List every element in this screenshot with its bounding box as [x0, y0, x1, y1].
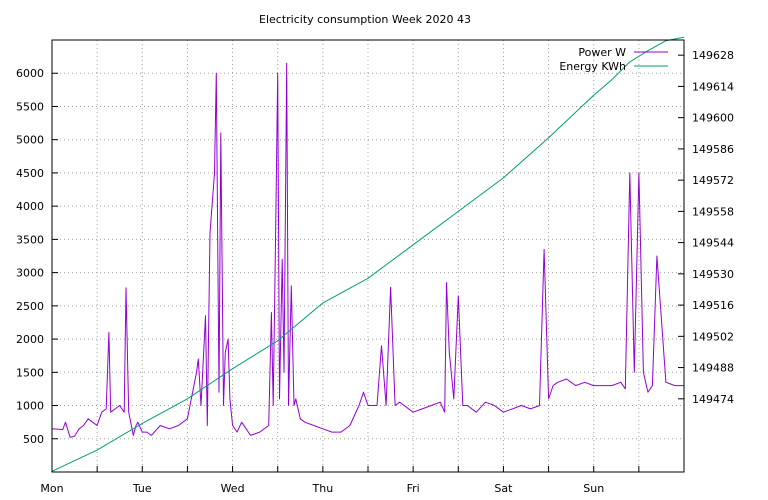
y-right-tick-label: 149544	[692, 237, 734, 250]
legend-label: Power W	[578, 46, 626, 59]
x-tick-label: Tue	[132, 482, 152, 495]
y-left-tick-label: 2500	[16, 300, 44, 313]
series-line-1	[51, 36, 685, 472]
y-left-tick-label: 3500	[16, 233, 44, 246]
y-right-tick-label: 149530	[692, 268, 734, 281]
grid-lines	[52, 40, 684, 472]
y-right-tick-label: 149614	[692, 80, 734, 93]
y-left-tick-label: 500	[23, 433, 44, 446]
y-left-tick-label: 5500	[16, 100, 44, 113]
y-left-tick-label: 4500	[16, 167, 44, 180]
y-right-tick-label: 149572	[692, 174, 734, 187]
left-axis-ticks: 500 1000 1500 2000 2500 3000 3500 4000 4500 5000 5…	[16, 67, 58, 446]
x-tick-label: Thu	[312, 482, 334, 495]
y-left-tick-label: 2000	[16, 333, 44, 346]
y-right-tick-label: 149628	[692, 49, 734, 62]
chart-title: Electricity consumption Week 2020 43	[259, 13, 471, 26]
y-right-tick-label: 149474	[692, 393, 734, 406]
y-right-tick-label: 149502	[692, 330, 734, 343]
legend-label: Energy KWh	[559, 60, 626, 73]
x-tick-label: Sun	[583, 482, 604, 495]
y-right-tick-label: 149488	[692, 362, 734, 375]
x-tick-label: Mon	[40, 482, 63, 495]
series-line-0	[51, 62, 684, 438]
y-right-tick-label: 149600	[692, 112, 734, 125]
series-layer	[51, 36, 685, 472]
y-right-tick-label: 149586	[692, 143, 734, 156]
plot-frame	[51, 39, 685, 473]
y-right-tick-label: 149558	[692, 205, 734, 218]
y-right-tick-label: 149516	[692, 299, 734, 312]
x-tick-label: Fri	[407, 482, 420, 495]
x-tick-label: Sat	[494, 482, 513, 495]
y-left-tick-label: 1000	[16, 400, 44, 413]
y-left-tick-label: 4000	[16, 200, 44, 213]
y-left-tick-label: 3000	[16, 267, 44, 280]
x-tick-label: Wed	[221, 482, 245, 495]
y-left-tick-label: 6000	[16, 67, 44, 80]
x-axis-ticks: Mon Tue Wed Thu Fri Sat Sun	[40, 466, 685, 495]
y-left-tick-label: 1500	[16, 366, 44, 379]
y-left-tick-label: 5000	[16, 134, 44, 147]
right-axis-ticks: 149474 149488 149502 149516 149530 149544 1495…	[678, 49, 734, 406]
